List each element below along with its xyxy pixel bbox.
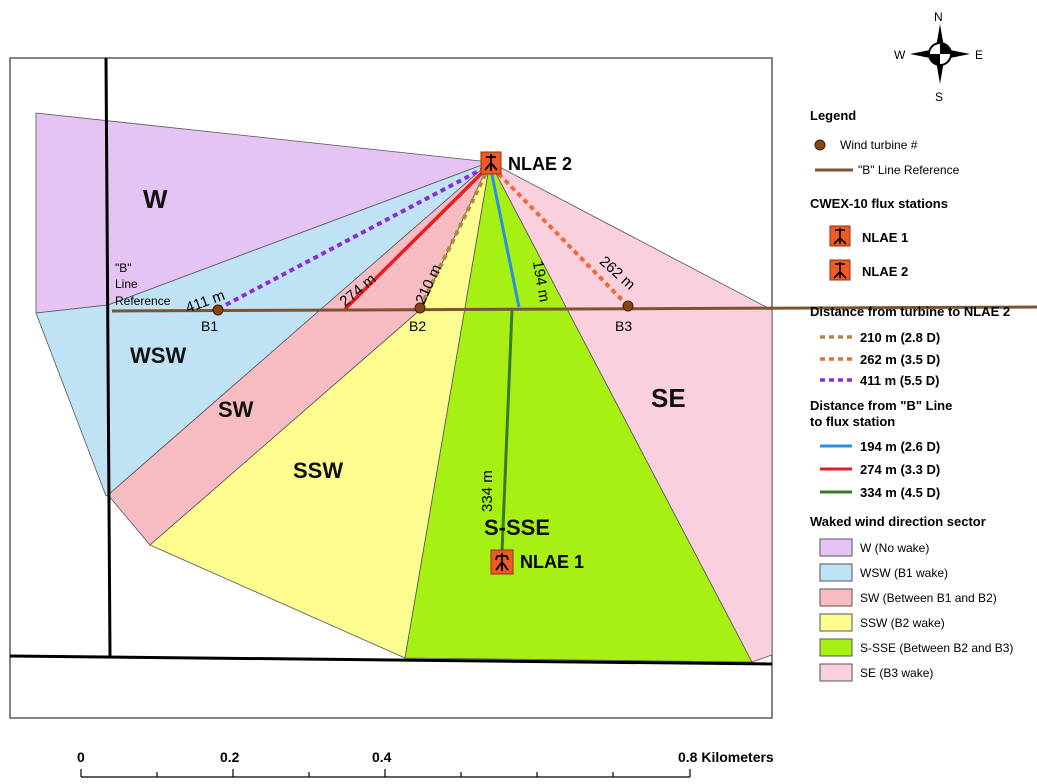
legend-dist-bline-label-2: 334 m (4.5 D) xyxy=(860,485,940,500)
legend-nlae2-icon xyxy=(829,259,851,281)
station-nlae1-icon xyxy=(490,549,514,575)
distance-line-262m xyxy=(488,163,630,308)
legend-sector-label-4: S-SSE (Between B2 and B3) xyxy=(860,641,1013,655)
b-line-label-3: Reference xyxy=(115,294,171,308)
legend-dist-turbine-title: Distance from turbine to NLAE 2 xyxy=(810,304,1010,319)
sector-se xyxy=(489,161,773,663)
compass-s: S xyxy=(935,90,943,104)
distance-line-411m xyxy=(217,163,491,311)
legend-sector-label-2: SW (Between B1 and B2) xyxy=(860,591,997,605)
legend-sector-swatch-5 xyxy=(819,663,853,682)
sector-label-se: SE xyxy=(651,383,686,413)
legend-sector-label-3: SSW (B2 wake) xyxy=(860,616,945,630)
legend-dist-bline-title-1: Distance from "B" Line xyxy=(810,398,952,413)
legend-nlae2-label: NLAE 2 xyxy=(862,264,908,279)
distance-line-334m xyxy=(500,309,514,553)
sector-label-ssw: SSW xyxy=(293,458,343,483)
legend-sector-swatch-1 xyxy=(819,563,853,582)
turbine-b1-label: B1 xyxy=(201,318,218,334)
station-nlae2-icon xyxy=(480,151,502,175)
compass-e: E xyxy=(975,48,983,62)
b-line-label-2: Line xyxy=(115,277,138,291)
legend-sector-label-0: W (No wake) xyxy=(860,541,929,555)
legend-dist-turbine-label-0: 210 m (2.8 D) xyxy=(860,330,940,345)
distance-label-194m: 194 m xyxy=(529,259,553,303)
scale-tick-0: 0 xyxy=(77,749,85,765)
legend-nlae1-icon xyxy=(829,225,851,247)
legend-sector-label-5: SE (B3 wake) xyxy=(860,666,933,680)
distance-line-274m xyxy=(343,163,492,311)
distance-label-334m: 334 m xyxy=(479,470,496,512)
distance-line-194m xyxy=(488,164,521,308)
vertical-road xyxy=(104,57,112,657)
legend-sector-swatch-2 xyxy=(819,588,853,607)
b-line-reference xyxy=(111,305,1037,313)
legend: Legend Wind turbine # "B" Line Reference… xyxy=(810,108,1013,682)
legend-nlae1-label: NLAE 1 xyxy=(862,230,908,245)
legend-sector-swatch-3 xyxy=(819,613,853,632)
legend-sector-label-1: WSW (B1 wake) xyxy=(860,566,948,580)
scale-bar: 0 0.2 0.4 0.8 Kilometers xyxy=(77,749,774,778)
station-nlae2-label: NLAE 2 xyxy=(508,154,572,174)
legend-dist-turbine-label-1: 262 m (3.5 D) xyxy=(860,352,940,367)
scale-tick-0-4: 0.4 xyxy=(372,749,392,765)
compass-n: N xyxy=(934,10,943,24)
legend-sector-swatch-4 xyxy=(819,638,853,657)
legend-dist-bline-title-2: to flux station xyxy=(810,414,895,429)
turbine-b2-label: B2 xyxy=(409,318,426,334)
legend-sector-title: Waked wind direction sector xyxy=(810,514,986,529)
north-arrow-icon xyxy=(910,24,970,84)
legend-dist-turbine-label-2: 411 m (5.5 D) xyxy=(860,373,940,388)
legend-title: Legend xyxy=(810,108,856,123)
sector-label-w: W xyxy=(143,184,168,214)
turbine-b3-marker xyxy=(622,300,634,312)
scale-tick-0-8: 0.8 Kilometers xyxy=(678,749,774,765)
legend-bline-label: "B" Line Reference xyxy=(858,163,960,177)
station-nlae1-label: NLAE 1 xyxy=(520,552,584,572)
legend-cwex-title: CWEX-10 flux stations xyxy=(810,196,948,211)
b-line-label-1: "B" xyxy=(115,261,132,275)
legend-dist-bline-label-0: 194 m (2.6 D) xyxy=(860,439,940,454)
turbine-b1-marker xyxy=(212,304,224,316)
legend-sector-swatch-0 xyxy=(819,538,853,557)
sector-label-sw: SW xyxy=(218,397,254,422)
horizontal-road xyxy=(9,654,773,666)
turbine-b3-label: B3 xyxy=(615,318,632,334)
legend-dist-bline-label-1: 274 m (3.3 D) xyxy=(860,462,940,477)
sector-label-s-sse: S-SSE xyxy=(484,515,550,540)
legend-turbine-label: Wind turbine # xyxy=(840,138,918,152)
scale-tick-0-2: 0.2 xyxy=(220,749,240,765)
legend-turbine-icon xyxy=(814,139,826,151)
compass-w: W xyxy=(894,48,906,62)
turbine-b2-marker xyxy=(414,302,426,314)
sector-label-wsw: WSW xyxy=(130,343,186,368)
